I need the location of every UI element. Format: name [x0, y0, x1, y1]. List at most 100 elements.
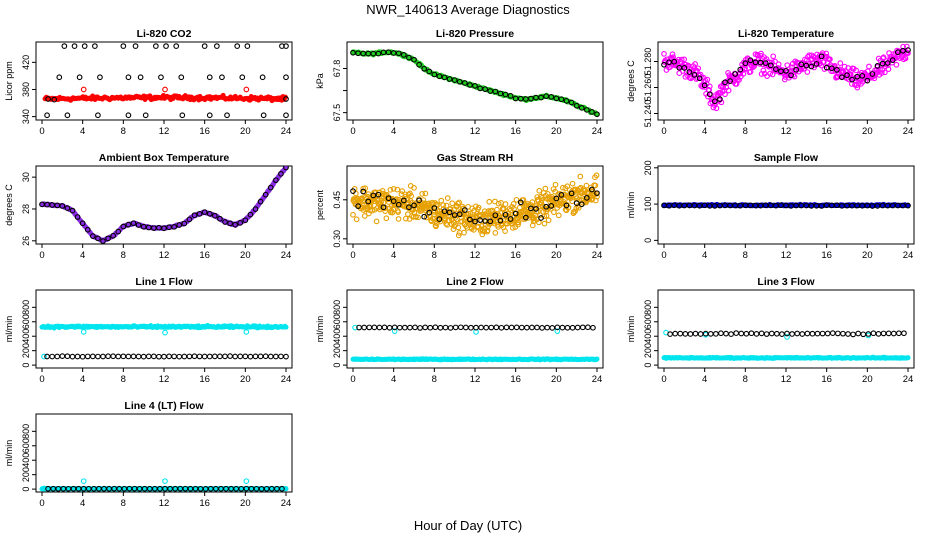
data-point: [69, 207, 76, 214]
data-point: [391, 328, 398, 335]
x-tick-label: 16: [199, 250, 210, 261]
y-tick-label: 800: [21, 424, 31, 439]
data-point: [844, 72, 850, 79]
data-point: [411, 56, 417, 63]
data-point: [738, 330, 745, 337]
data-point: [366, 324, 373, 331]
data-point: [568, 190, 575, 197]
data-point: [686, 69, 693, 75]
data-point: [478, 324, 484, 331]
data-point: [283, 112, 289, 119]
y-tick-label: 0: [21, 487, 31, 492]
data-point: [115, 228, 122, 235]
data-point: [403, 215, 409, 222]
plot-frame: [35, 165, 293, 245]
data-point: [594, 111, 600, 118]
data-point: [669, 51, 676, 58]
data-point: [712, 330, 719, 337]
data-point: [451, 77, 458, 83]
data-point: [818, 203, 825, 209]
data-point: [443, 202, 450, 209]
panel-title: Line 2 Flow: [446, 276, 504, 288]
data-point: [747, 68, 754, 75]
x-tick-label: 4: [702, 126, 707, 137]
x-tick-label: 16: [510, 126, 521, 137]
data-point: [283, 166, 289, 171]
data-point: [259, 74, 266, 81]
data-point: [411, 202, 417, 209]
data-point: [217, 353, 223, 360]
data-point: [477, 85, 483, 92]
data-layer: [350, 324, 600, 363]
data-point: [880, 330, 887, 337]
data-point: [79, 220, 86, 227]
data-point: [573, 200, 580, 206]
y-tick-label: 28: [21, 204, 31, 214]
data-point: [456, 211, 463, 218]
x-tick-label: 4: [391, 374, 396, 385]
data-point: [874, 62, 881, 69]
data-point: [45, 96, 51, 102]
data-point: [76, 74, 83, 81]
data-point: [502, 91, 509, 98]
data-point: [453, 203, 460, 210]
data-point: [100, 238, 106, 244]
data-point: [110, 232, 117, 239]
data-point: [186, 353, 193, 360]
data-point: [833, 202, 840, 209]
data-point: [537, 203, 544, 210]
x-tick-label: 24: [592, 126, 603, 137]
panel-3: Li-820 Temperature 0 4 8 12 16 20 24 51.24051.26…: [626, 28, 915, 137]
data-point: [575, 204, 582, 211]
data-point: [371, 324, 378, 331]
data-point: [905, 47, 911, 53]
data-point: [584, 324, 591, 331]
series-2: [350, 49, 600, 118]
data-point: [487, 218, 494, 225]
data-point: [105, 235, 111, 242]
data-point: [438, 197, 445, 204]
x-tick-label: 12: [781, 250, 792, 261]
y-tick-label: 800: [643, 300, 653, 315]
data-point: [564, 324, 571, 331]
data-point: [456, 78, 463, 85]
data-point: [573, 102, 580, 109]
data-point: [455, 224, 462, 231]
data-point: [481, 228, 488, 235]
data-point: [461, 229, 467, 236]
data-point: [501, 206, 507, 213]
data-point: [853, 67, 860, 74]
data-point: [44, 112, 50, 119]
data-point: [905, 50, 911, 56]
data-point: [142, 112, 149, 119]
data-point: [196, 210, 203, 217]
data-point: [461, 80, 468, 86]
data-point: [455, 232, 462, 239]
series-1: [661, 354, 911, 361]
data-point: [422, 190, 429, 197]
data-point: [455, 200, 461, 207]
data-point: [529, 324, 535, 331]
data-point: [467, 216, 473, 223]
data-point: [456, 199, 462, 206]
y-tick-label: 0: [21, 363, 31, 368]
data-point: [64, 205, 71, 211]
data-point: [551, 209, 557, 216]
data-point: [743, 330, 750, 337]
data-point: [201, 209, 208, 215]
data-point: [696, 75, 703, 82]
data-point: [542, 185, 549, 192]
data-point: [431, 71, 438, 78]
data-point: [81, 43, 88, 49]
data-point: [79, 353, 86, 360]
data-point: [125, 112, 132, 119]
series-3: [61, 43, 289, 49]
data-point: [100, 353, 106, 360]
data-point: [283, 96, 289, 102]
x-tick-label: 0: [661, 250, 666, 261]
data-point: [839, 74, 845, 81]
data-point: [538, 215, 544, 221]
y-axis-label: percent: [315, 189, 325, 220]
x-tick-label: 4: [702, 250, 707, 261]
